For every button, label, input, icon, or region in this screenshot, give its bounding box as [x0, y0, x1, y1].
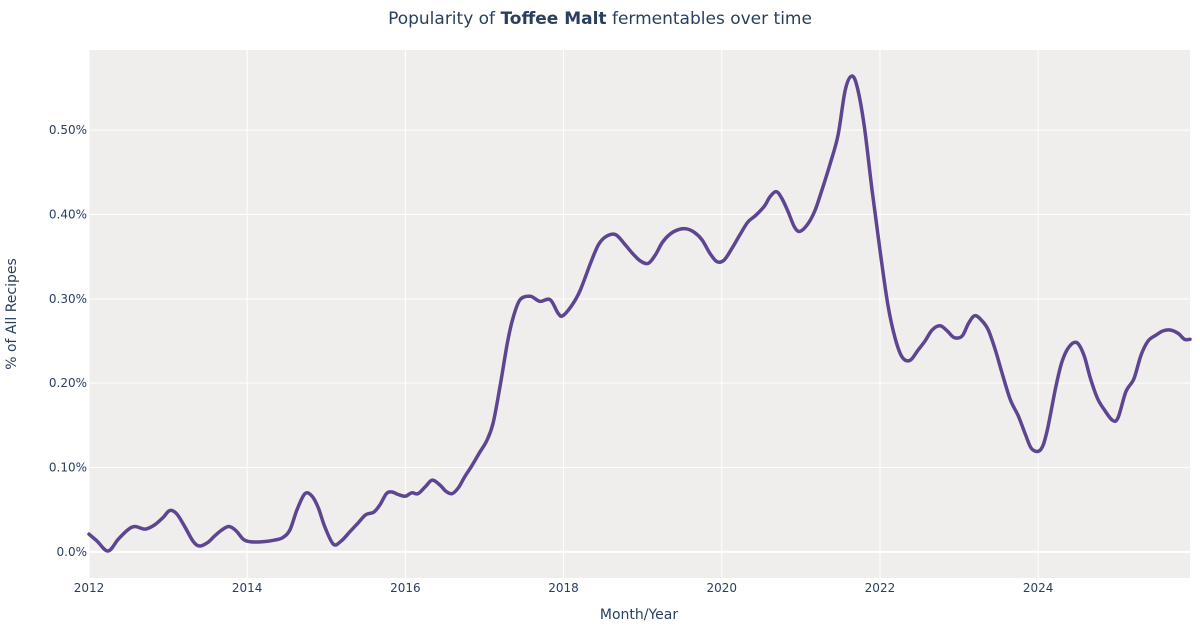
- y-tick-label: 0.50%: [49, 123, 87, 137]
- y-tick-label: 0.30%: [49, 292, 87, 306]
- title-ingredient: Toffee Malt: [500, 9, 607, 29]
- y-tick-label: 0.40%: [49, 207, 87, 221]
- x-tick-label: 2014: [232, 581, 263, 595]
- x-axis-label: Month/Year: [600, 607, 678, 623]
- y-tick-label: 0.20%: [49, 376, 87, 390]
- x-tick-label: 2024: [1023, 581, 1054, 595]
- title-prefix: Popularity of: [388, 9, 501, 29]
- y-axis-label: % of All Recipes: [4, 258, 20, 370]
- tick-labels: 2012 2014 2016 2018 2020 2022 2024 0.0% 0.10% 0.2…: [49, 123, 1054, 595]
- y-tick-label: 0.10%: [49, 461, 87, 475]
- title-suffix: fermentables over time: [606, 9, 812, 29]
- x-tick-label: 2022: [865, 581, 896, 595]
- x-tick-label: 2020: [706, 581, 737, 595]
- x-tick-label: 2016: [390, 581, 421, 595]
- x-tick-label: 2012: [74, 581, 105, 595]
- x-tick-label: 2018: [548, 581, 579, 595]
- gridlines: [88, 50, 1190, 578]
- y-tick-label: 0.0%: [57, 545, 88, 559]
- chart-title: Popularity of Toffee Malt fermentables o…: [0, 9, 1200, 29]
- plot-area: [89, 50, 1190, 578]
- series-line: [87, 74, 1192, 553]
